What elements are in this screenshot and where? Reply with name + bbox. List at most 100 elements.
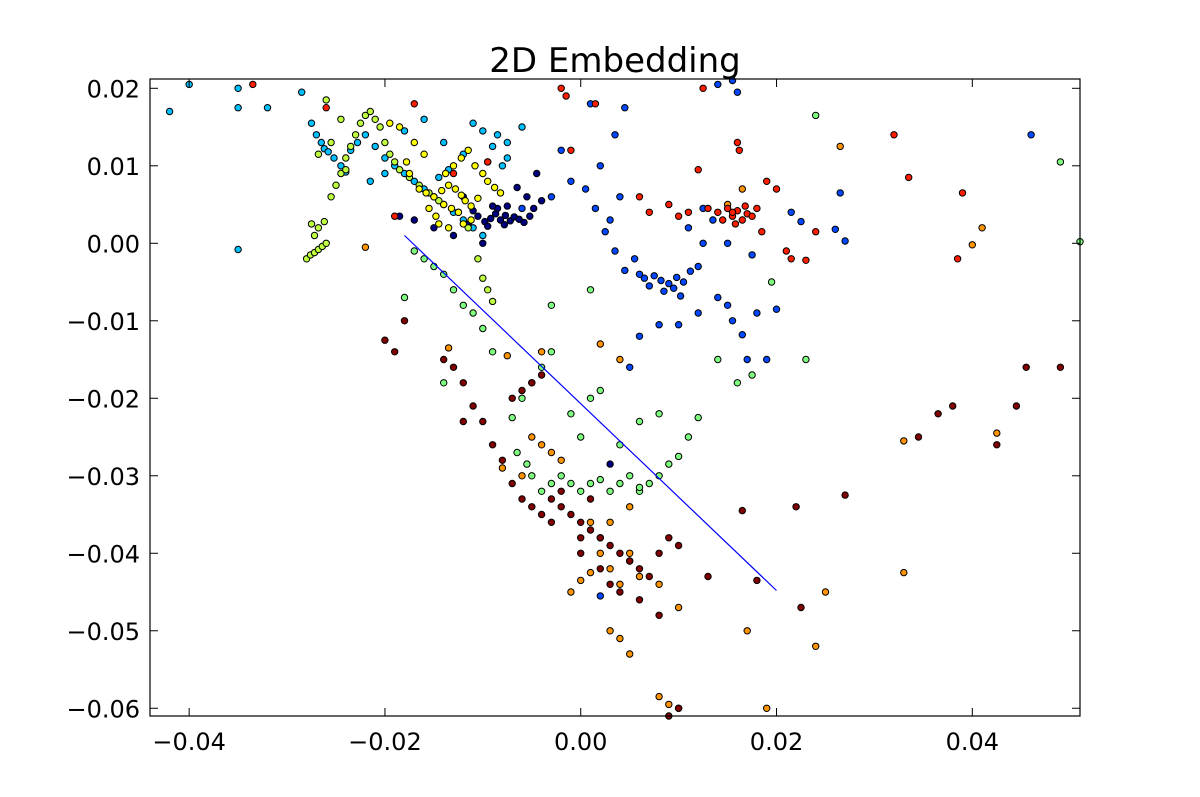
data-point-s8-7	[586, 526, 595, 534]
data-point-s8-18	[498, 456, 507, 464]
data-point-s3-20	[508, 413, 516, 422]
data-point-s8-4	[557, 503, 565, 511]
data-point-s5-4	[444, 181, 453, 189]
data-point-s6-27	[616, 355, 624, 364]
data-point-s2-11	[371, 142, 379, 151]
data-point-s4-15	[351, 131, 360, 139]
data-point-s6-8	[557, 456, 565, 464]
data-point-s1-38	[743, 355, 751, 364]
data-point-s6-31	[900, 568, 908, 577]
data-point-s7-28	[958, 189, 967, 197]
data-point-s6-6	[537, 441, 546, 449]
data-point-s1-10	[670, 284, 678, 292]
data-point-s7-5	[731, 220, 740, 228]
data-point-s1-33	[831, 225, 839, 234]
data-point-s2-40	[381, 169, 389, 178]
data-point-s2-46	[518, 123, 526, 131]
data-point-s7-42	[694, 166, 702, 174]
data-point-s0-13	[503, 202, 511, 210]
data-point-s1-20	[596, 162, 604, 170]
data-point-s7-39	[391, 212, 399, 220]
data-point-s7-40	[635, 193, 644, 201]
data-point-s1-49	[728, 317, 737, 325]
data-point-s6-12	[616, 634, 624, 643]
data-point-s8-2	[537, 510, 546, 519]
data-point-s8-48	[934, 410, 942, 418]
data-point-s3-18	[523, 460, 531, 468]
data-point-s3-46	[400, 293, 409, 302]
trend-line	[404, 235, 777, 591]
y-tick-label-7: −0.05	[66, 618, 140, 646]
data-point-s7-6	[741, 202, 749, 210]
data-point-s3-48	[812, 111, 820, 120]
data-point-s7-15	[763, 177, 771, 186]
data-point-s8-57	[577, 534, 585, 542]
data-point-s7-13	[674, 212, 683, 220]
data-point-s8-12	[635, 565, 644, 573]
data-point-s5-8	[467, 202, 475, 210]
data-point-s2-10	[361, 131, 370, 139]
data-point-s1-4	[673, 273, 681, 282]
data-point-s2-41	[503, 154, 511, 162]
data-point-s2-29	[234, 104, 242, 112]
data-point-s1-12	[635, 270, 644, 278]
data-point-s6-23	[577, 576, 585, 585]
data-point-s3-29	[449, 286, 458, 294]
data-point-s1-6	[686, 267, 695, 275]
data-point-s7-32	[557, 84, 565, 93]
y-tick-label-6: −0.04	[66, 540, 140, 568]
data-point-s5-29	[405, 169, 414, 178]
data-point-s2-34	[440, 138, 448, 147]
data-point-s2-33	[420, 115, 428, 124]
data-point-s8-23	[449, 363, 458, 371]
data-point-s5-7	[461, 197, 469, 205]
data-point-s7-25	[699, 84, 707, 93]
data-point-s6-5	[528, 433, 536, 441]
data-point-s1-28	[709, 216, 717, 224]
data-point-s3-40	[694, 413, 702, 422]
data-point-s6-35	[978, 224, 986, 232]
data-point-s1-29	[723, 239, 732, 248]
data-point-s1-51	[738, 331, 746, 339]
data-point-s5-11	[447, 204, 456, 213]
y-tick-label-5: −0.03	[66, 463, 140, 491]
data-point-s2-37	[479, 127, 487, 135]
data-point-s3-23	[537, 363, 546, 371]
data-point-s6-13	[626, 650, 634, 658]
data-point-s6-2	[606, 565, 614, 573]
data-point-s0-17	[523, 193, 531, 201]
data-point-s8-52	[1022, 363, 1030, 371]
data-point-s1-56	[1027, 131, 1035, 139]
data-point-s8-25	[508, 394, 516, 402]
data-point-s5-5	[451, 185, 460, 193]
data-point-s3-6	[586, 479, 595, 488]
data-point-s5-10	[440, 200, 448, 209]
data-point-s7-0	[723, 204, 732, 213]
data-point-s5-16	[449, 162, 458, 170]
data-point-s6-0	[586, 518, 595, 526]
x-tick-label-4: 0.04	[946, 728, 999, 756]
data-point-s8-8	[596, 534, 604, 542]
data-point-s2-26	[165, 107, 174, 116]
data-point-s1-43	[714, 80, 722, 89]
data-point-s3-34	[586, 394, 595, 402]
data-point-s1-47	[596, 592, 604, 600]
data-point-s2-30	[263, 104, 272, 112]
data-point-s8-33	[635, 596, 644, 604]
data-point-s6-3	[616, 580, 624, 588]
data-point-s6-43	[586, 568, 595, 577]
data-point-s6-34	[968, 241, 976, 249]
data-point-s6-39	[361, 243, 370, 251]
data-point-s1-7	[694, 262, 702, 271]
data-point-s8-51	[1012, 402, 1021, 410]
data-point-s0-24	[430, 224, 438, 232]
data-point-s5-30	[459, 220, 467, 228]
points-layer	[165, 76, 1084, 720]
ticks-layer: −0.04 −0.02 0.00 0.02 0.04 0.02 0.01 0.00 −0.01 −…	[66, 75, 1080, 756]
data-point-s6-4	[626, 549, 634, 557]
data-point-s8-47	[914, 433, 923, 441]
data-point-s1-53	[772, 305, 781, 313]
y-tick-label-1: 0.01	[87, 153, 140, 181]
data-point-s1-15	[611, 247, 619, 255]
data-point-s2-43	[234, 245, 242, 254]
